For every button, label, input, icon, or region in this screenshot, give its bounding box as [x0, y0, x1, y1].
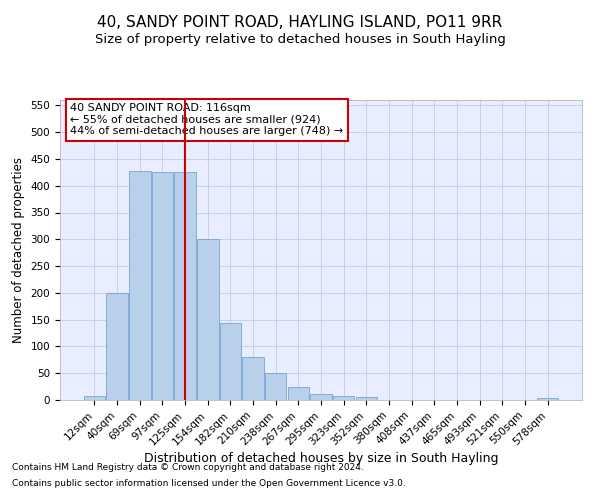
Text: Size of property relative to detached houses in South Hayling: Size of property relative to detached ho…: [95, 32, 505, 46]
Text: Contains public sector information licensed under the Open Government Licence v3: Contains public sector information licen…: [12, 478, 406, 488]
Bar: [287, 386, 309, 400]
Text: 40 SANDY POINT ROAD: 116sqm
← 55% of detached houses are smaller (924)
44% of se: 40 SANDY POINT ROAD: 116sqm ← 55% of det…: [70, 103, 344, 136]
Bar: [537, 398, 558, 400]
Bar: [175, 172, 196, 400]
Bar: [84, 396, 105, 400]
Bar: [220, 324, 241, 400]
Y-axis label: Number of detached properties: Number of detached properties: [12, 157, 25, 343]
Text: 40, SANDY POINT ROAD, HAYLING ISLAND, PO11 9RR: 40, SANDY POINT ROAD, HAYLING ISLAND, PO…: [97, 15, 503, 30]
Bar: [356, 397, 377, 400]
Bar: [333, 396, 355, 400]
X-axis label: Distribution of detached houses by size in South Hayling: Distribution of detached houses by size …: [144, 452, 498, 465]
Text: Contains HM Land Registry data © Crown copyright and database right 2024.: Contains HM Land Registry data © Crown c…: [12, 464, 364, 472]
Bar: [129, 170, 151, 400]
Bar: [310, 394, 332, 400]
Bar: [106, 293, 128, 400]
Bar: [152, 172, 173, 400]
Bar: [265, 373, 286, 400]
Bar: [197, 240, 218, 400]
Bar: [242, 357, 264, 400]
